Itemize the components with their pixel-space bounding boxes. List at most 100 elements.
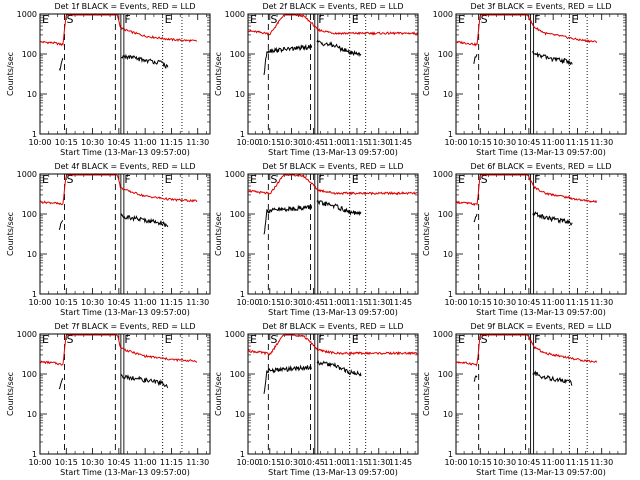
x-tick-label: 10:45 — [107, 458, 130, 467]
events-series-line — [473, 213, 478, 223]
x-tick-label: 10:15 — [258, 458, 281, 467]
y-tick-label: 1000 — [225, 330, 245, 339]
x-tick-label: 10:45 — [517, 298, 540, 307]
x-tick-label: 11:15 — [566, 138, 589, 147]
marker-label: E — [571, 333, 578, 346]
y-tick-label: 1000 — [17, 10, 37, 19]
x-tick-label: 11:45 — [389, 458, 412, 467]
events-series-line — [58, 58, 64, 72]
y-tick-label: 100 — [438, 50, 453, 59]
panel-6: Det 6f BLACK = Events, RED = LLD 1 10 100 10… — [422, 162, 627, 317]
marker-label: E — [42, 333, 49, 346]
y-tick-label: 1000 — [225, 10, 245, 19]
x-tick-label: 11:00 — [134, 458, 157, 467]
marker-label: F — [124, 173, 130, 186]
x-tick-label: 11:15 — [345, 138, 368, 147]
y-tick-label: 1 — [448, 290, 453, 299]
x-axis-label: Start Time (13-Mar-13 09:57:00) — [60, 308, 190, 317]
plot-frame — [247, 173, 419, 295]
x-tick-label: 11:15 — [566, 298, 589, 307]
x-tick-label: 10:45 — [107, 298, 130, 307]
x-tick-label: 10:00 — [28, 458, 51, 467]
y-axis-label: Counts/sec — [6, 52, 15, 96]
panel-8: Det 8f BLACK = Events, RED = LLD 1 10 100 10… — [214, 322, 419, 477]
events-series-line — [473, 53, 478, 64]
x-tick-label: 10:15 — [55, 298, 78, 307]
lld-series-line — [455, 174, 598, 207]
marker-label: S — [481, 173, 488, 186]
x-tick-label: 10:45 — [302, 298, 325, 307]
marker-label: F — [124, 333, 130, 346]
y-axis-label: Counts/sec — [6, 212, 15, 256]
x-tick-label: 11:15 — [566, 458, 589, 467]
panel-title: Det 8f BLACK = Events, RED = LLD — [262, 322, 403, 331]
x-tick-label: 10:30 — [81, 458, 104, 467]
x-tick-label: 11:30 — [367, 458, 390, 467]
marker-label: E — [458, 173, 465, 186]
lld-series-line — [40, 334, 198, 366]
x-tick-label: 10:15 — [55, 138, 78, 147]
marker-label: S — [270, 173, 277, 186]
x-tick-label: 11:30 — [590, 458, 613, 467]
y-axis-label: Counts/sec — [422, 212, 431, 256]
y-tick-label: 1 — [240, 450, 245, 459]
x-tick-label: 10:30 — [280, 298, 303, 307]
x-tick-label: 11:00 — [542, 458, 565, 467]
marker-label: S — [270, 333, 277, 346]
y-tick-label: 10 — [235, 90, 245, 99]
marker-label: S — [67, 13, 74, 26]
marker-label: E — [458, 13, 465, 26]
x-axis-label: Start Time (13-Mar-13 09:57:00) — [476, 148, 606, 157]
panel-9: Det 9f BLACK = Events, RED = LLD 1 10 100 10… — [422, 322, 627, 477]
marker-label: F — [534, 333, 540, 346]
x-tick-label: 11:15 — [345, 458, 368, 467]
x-tick-label: 10:30 — [81, 138, 104, 147]
x-tick-label: 10:45 — [517, 458, 540, 467]
panel-title: Det 4f BLACK = Events, RED = LLD — [54, 162, 195, 171]
x-tick-label: 11:15 — [160, 298, 183, 307]
x-tick-label: 11:30 — [367, 138, 390, 147]
x-tick-label: 10:30 — [493, 298, 516, 307]
y-tick-label: 10 — [27, 90, 37, 99]
y-tick-label: 1000 — [433, 10, 453, 19]
panel-7: Det 7f BLACK = Events, RED = LLD 1 10 100 10… — [6, 322, 211, 477]
marker-label: E — [352, 333, 359, 346]
events-series-line — [532, 370, 573, 386]
marker-label: F — [318, 173, 324, 186]
x-tick-label: 11:00 — [542, 138, 565, 147]
y-tick-label: 100 — [230, 210, 245, 219]
y-tick-label: 1000 — [17, 170, 37, 179]
events-series-line — [58, 377, 64, 390]
x-tick-label: 10:00 — [28, 138, 51, 147]
x-axis-label: Start Time (13-Mar-13 09:57:00) — [268, 148, 398, 157]
x-axis-label: Start Time (13-Mar-13 09:57:00) — [476, 308, 606, 317]
x-tick-label: 11:30 — [367, 298, 390, 307]
y-tick-label: 10 — [27, 250, 37, 259]
events-series-line — [120, 213, 169, 228]
x-tick-label: 10:00 — [444, 298, 467, 307]
events-series-line — [532, 211, 573, 226]
x-tick-label: 10:15 — [469, 298, 492, 307]
marker-label: F — [318, 333, 324, 346]
marker-label: E — [42, 173, 49, 186]
x-tick-label: 10:45 — [107, 138, 130, 147]
x-tick-label: 11:00 — [134, 138, 157, 147]
y-tick-label: 100 — [438, 210, 453, 219]
marker-label: E — [250, 333, 257, 346]
marker-label: E — [165, 333, 172, 346]
y-tick-label: 10 — [443, 90, 453, 99]
x-tick-label: 11:45 — [389, 138, 412, 147]
x-tick-label: 10:00 — [444, 138, 467, 147]
y-tick-label: 1 — [448, 450, 453, 459]
y-axis-label: Counts/sec — [6, 372, 15, 416]
marker-label: S — [67, 333, 74, 346]
y-tick-label: 1000 — [433, 330, 453, 339]
x-tick-label: 10:00 — [236, 298, 259, 307]
y-tick-label: 100 — [230, 370, 245, 379]
x-tick-label: 10:45 — [302, 458, 325, 467]
marker-label: E — [165, 13, 172, 26]
x-tick-label: 10:15 — [469, 458, 492, 467]
events-series-line — [316, 359, 362, 377]
marker-label: E — [352, 173, 359, 186]
